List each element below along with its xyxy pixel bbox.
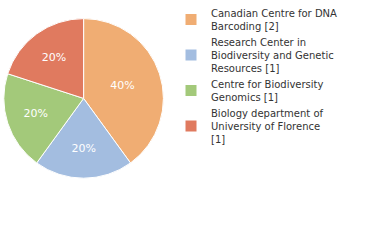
svg-text:20%: 20% xyxy=(42,51,66,64)
svg-text:20%: 20% xyxy=(24,107,48,120)
svg-text:40%: 40% xyxy=(110,79,134,92)
svg-text:Biology department ofUniversit: Biology department ofUniversity of Flore… xyxy=(211,108,324,145)
svg-text:Canadian Centre for DNABarcodi: Canadian Centre for DNABarcoding [2] xyxy=(211,8,337,32)
svg-text:Research Center inBiodiversity: Research Center inBiodiversity and Genet… xyxy=(211,37,334,74)
svg-text:20%: 20% xyxy=(71,142,95,155)
svg-text:Centre for BiodiversityGenomic: Centre for BiodiversityGenomics [1] xyxy=(211,79,324,103)
